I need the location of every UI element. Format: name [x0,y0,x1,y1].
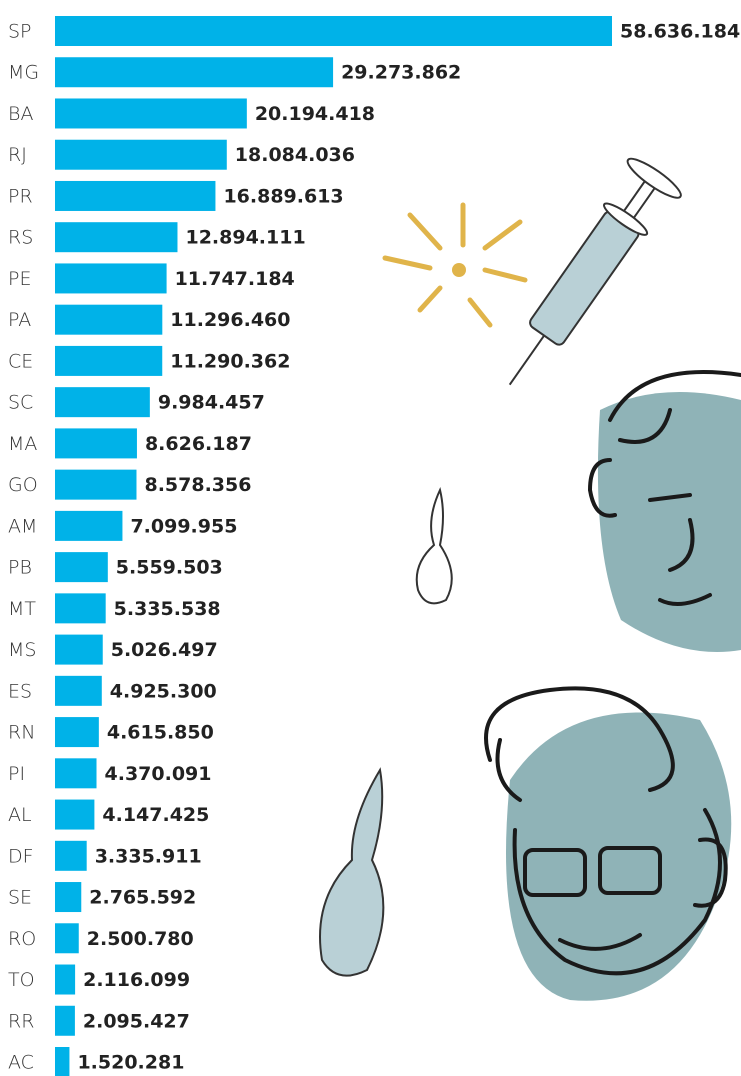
category-label: RN [8,722,35,744]
bar [55,923,79,953]
value-label: 8.626.187 [145,433,252,455]
category-label: RJ [8,144,27,166]
category-label: SP [8,21,32,43]
value-label: 11.747.184 [175,268,295,290]
category-label: SC [8,392,33,414]
bar [55,305,162,335]
bar [55,387,150,417]
category-label: DF [8,845,34,867]
value-label: 11.290.362 [170,350,290,372]
category-label: AL [8,804,32,826]
category-label: MS [8,639,36,661]
category-label: MG [8,62,39,84]
chart: SP 58.636.184 MG 29.273.862 BA 20.194.418 RJ 18… [0,0,741,1076]
value-label: 8.578.356 [144,474,251,496]
category-label: PA [8,309,31,331]
value-label: 4.147.425 [102,804,209,826]
value-label: 4.925.300 [110,680,217,702]
bar [55,470,136,500]
bar [55,1006,75,1036]
bar [55,965,75,995]
category-label: GO [8,474,38,496]
category-label: RO [8,928,36,950]
category-label: TO [8,969,35,991]
bar [55,511,122,541]
bar [55,222,177,252]
bar [55,16,612,46]
value-label: 2.500.780 [87,928,194,950]
bar [55,263,167,293]
category-label: RR [8,1010,34,1032]
category-label: BA [8,103,33,125]
value-label: 7.099.955 [130,515,237,537]
bar [55,428,137,458]
bar [55,346,162,376]
value-label: 2.116.099 [83,969,190,991]
value-label: 9.984.457 [158,392,265,414]
category-label: RS [8,227,33,249]
category-label: SE [8,887,32,909]
bar [55,1047,69,1076]
value-label: 11.296.460 [170,309,290,331]
category-label: ES [8,680,32,702]
value-label: 12.894.111 [185,227,305,249]
illustration [320,153,741,1000]
bar [55,140,227,170]
category-label: PB [8,557,32,579]
bar [55,181,215,211]
value-label: 29.273.862 [341,62,461,84]
category-label: PR [8,185,33,207]
value-label: 1.520.281 [77,1052,184,1074]
bar [55,800,94,830]
category-label: MT [8,598,36,620]
category-label: PI [8,763,25,785]
bar [55,98,247,128]
bar [55,552,108,582]
bar [55,841,87,871]
bar [55,593,106,623]
value-label: 18.084.036 [235,144,355,166]
value-label: 58.636.184 [620,21,740,43]
value-label: 20.194.418 [255,103,375,125]
value-label: 16.889.613 [223,185,343,207]
bar [55,635,103,665]
bar [55,57,333,87]
bar [55,717,99,747]
category-label: AC [8,1052,34,1074]
category-label: CE [8,350,33,372]
bar [55,882,81,912]
value-label: 2.095.427 [83,1010,190,1032]
value-label: 4.615.850 [107,722,214,744]
bar [55,758,97,788]
category-label: MA [8,433,37,455]
value-label: 2.765.592 [89,887,196,909]
value-label: 4.370.091 [105,763,212,785]
value-label: 5.559.503 [116,557,223,579]
category-label: AM [8,515,37,537]
value-label: 5.335.538 [114,598,221,620]
value-label: 3.335.911 [95,845,202,867]
value-label: 5.026.497 [111,639,218,661]
category-label: PE [8,268,31,290]
bar [55,676,102,706]
